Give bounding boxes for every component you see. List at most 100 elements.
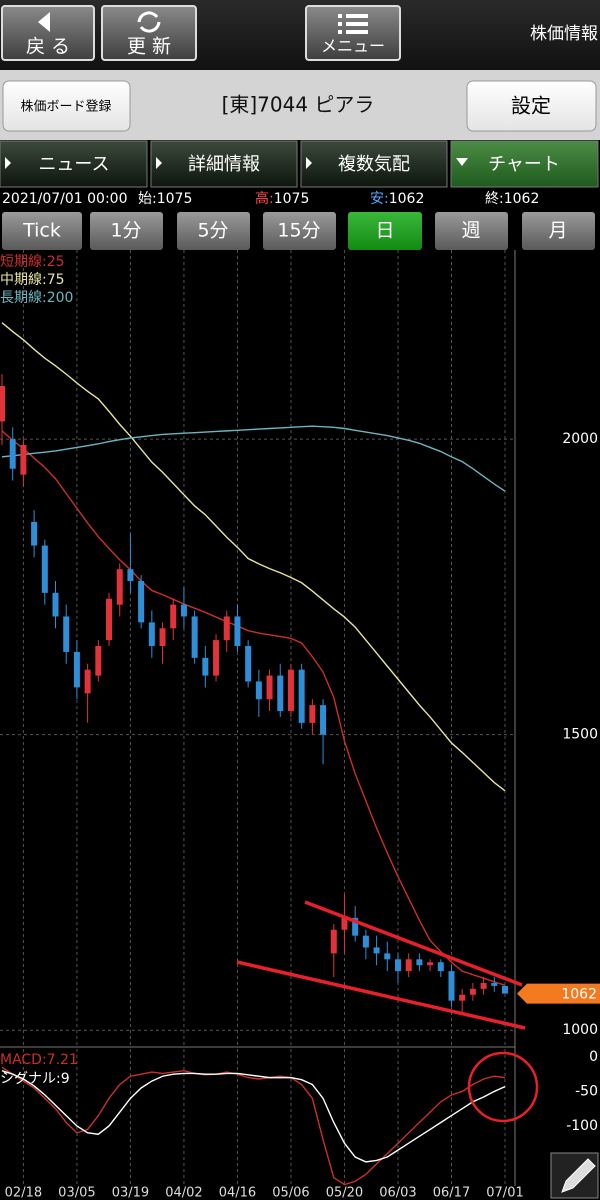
period-label[interactable]: Tick <box>22 220 61 242</box>
trend-annotation <box>304 900 523 987</box>
period-button[interactable] <box>263 212 336 250</box>
low-label: 安: <box>370 191 389 207</box>
high-label: 高: <box>255 190 274 207</box>
candle-body <box>298 669 305 723</box>
chart-labels: 2000150010000-50-100-15002/1803/0503/190… <box>0 254 600 1200</box>
period-button[interactable] <box>177 212 250 250</box>
tab-label[interactable]: 詳細情報 <box>188 154 260 175</box>
tabs: ニュース 詳細情報 複数気配 チャート <box>0 140 599 188</box>
pencil-icon <box>561 1158 596 1193</box>
x-tick-label: 07/01 <box>486 1186 523 1200</box>
tab[interactable] <box>0 140 148 188</box>
candle-body <box>416 959 423 966</box>
settings-button[interactable] <box>466 80 597 132</box>
last-price-tag <box>517 983 600 1004</box>
period-label[interactable]: 1分 <box>110 220 141 242</box>
low-value: 1062 <box>389 191 425 207</box>
candle-body <box>202 657 209 676</box>
period-button[interactable] <box>90 212 163 250</box>
y-tick-label: -100 <box>566 1118 598 1134</box>
candle-body <box>309 705 316 723</box>
candle-body <box>362 935 369 948</box>
period-label[interactable]: 日 <box>375 220 394 242</box>
back-label[interactable]: 戻 る <box>26 36 70 58</box>
candle-body <box>52 592 59 617</box>
indicator-line <box>1 425 506 492</box>
x-tick-label: 05/06 <box>272 1186 309 1200</box>
tab-label[interactable]: 複数気配 <box>338 154 410 175</box>
period-label[interactable]: 週 <box>461 220 480 242</box>
back-button[interactable]: 戻 る <box>1 5 95 61</box>
candle-body <box>394 959 401 972</box>
candle-body <box>502 985 508 994</box>
info-close: 終:1062 <box>485 191 539 207</box>
info-high: 高:1075 <box>255 190 309 207</box>
candle-body <box>223 616 230 641</box>
y-tick-label: -50 <box>575 1083 598 1099</box>
candle-body <box>170 604 177 629</box>
period-button[interactable] <box>2 212 82 250</box>
indicator-line <box>1 1066 506 1186</box>
candle-body <box>437 962 444 972</box>
period-label[interactable]: 15分 <box>277 220 320 242</box>
menu-label[interactable]: メニュー <box>321 37 385 56</box>
tab[interactable] <box>300 140 448 188</box>
refresh-button[interactable]: 更 新 <box>101 5 197 61</box>
refresh-label[interactable]: 更 新 <box>127 36 171 58</box>
candle-body <box>159 628 166 647</box>
menu-icon <box>338 14 368 34</box>
legend-entry: 中期線:75 <box>0 272 65 288</box>
back-icon <box>38 12 50 32</box>
open-value: 1075 <box>157 191 193 207</box>
candle-body <box>41 545 48 593</box>
candle-body <box>245 646 252 682</box>
screen-title: 株価情報 <box>530 24 598 44</box>
x-tick-label: 06/03 <box>379 1186 416 1200</box>
tab-marker <box>306 157 312 169</box>
candle-body <box>384 953 391 960</box>
tab-label[interactable]: チャート <box>488 154 560 175</box>
info-date: 2021/07/01 00:00 <box>2 191 128 207</box>
tab-active[interactable] <box>450 140 599 188</box>
period-label[interactable]: 5分 <box>197 220 228 242</box>
candle-body <box>180 604 187 617</box>
x-tick-label: 06/17 <box>433 1186 470 1200</box>
x-tick-label: 04/02 <box>165 1186 202 1200</box>
period-button-active[interactable] <box>348 212 422 250</box>
tab[interactable] <box>150 140 298 188</box>
period-button[interactable] <box>435 212 508 250</box>
candle-body <box>277 675 284 712</box>
top-bar <box>0 0 600 70</box>
candle-body <box>320 705 327 735</box>
candle-body <box>63 616 70 652</box>
board-register-button[interactable] <box>2 80 131 132</box>
macd-plot <box>1 1049 506 1186</box>
y-tick-label: 2000 <box>562 431 598 447</box>
candle-body <box>448 971 455 1001</box>
board-register-label[interactable]: 株価ボード登録 <box>20 100 111 115</box>
candle-body <box>191 616 198 658</box>
settings-label[interactable]: 設定 <box>511 94 551 118</box>
button-frame[interactable] <box>1 5 95 61</box>
menu-button[interactable]: メニュー <box>305 5 401 61</box>
candle-body <box>480 982 487 989</box>
candle-body <box>73 651 80 688</box>
button-frame[interactable] <box>101 5 197 61</box>
draw-tool-button[interactable] <box>550 1152 599 1199</box>
period-buttons: Tick 1分 5分 15分 日 週 月 <box>2 212 595 250</box>
open-label: 始: <box>138 191 157 207</box>
symbol-title: [東]7044 ピアラ <box>222 93 375 117</box>
legend-entry: 短期線:25 <box>0 254 65 270</box>
candle-body <box>255 681 262 700</box>
candle-body <box>116 569 123 605</box>
y-tick-label: 0 <box>589 1049 598 1065</box>
last-price-label: 1062 <box>561 987 597 1003</box>
period-label[interactable]: 月 <box>548 220 567 242</box>
period-button[interactable] <box>522 212 595 250</box>
tab-marker <box>156 157 162 169</box>
candle-body <box>95 646 102 676</box>
y-tick-label: 1500 <box>562 727 598 743</box>
refresh-icon <box>137 11 161 33</box>
tab-label[interactable]: ニュース <box>38 154 109 175</box>
